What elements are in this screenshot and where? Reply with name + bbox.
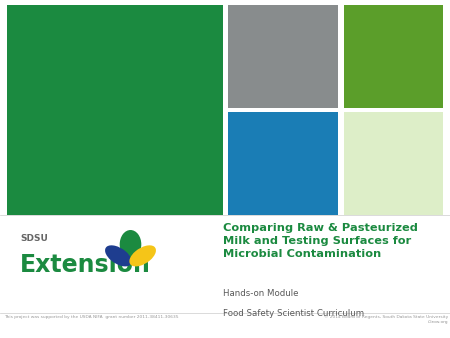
Text: © 2014 Board of Regents, South Dakota State University
iGrow.org: © 2014 Board of Regents, South Dakota St… (324, 315, 448, 324)
Text: This project was supported by the USDA NIFA  grant number 2011-38411-30635: This project was supported by the USDA N… (4, 315, 179, 319)
Ellipse shape (120, 230, 141, 259)
Text: Comparing Raw & Pasteurized
Milk and Testing Surfaces for
Microbial Contaminatio: Comparing Raw & Pasteurized Milk and Tes… (223, 223, 418, 259)
FancyBboxPatch shape (228, 5, 338, 108)
Text: SDSU: SDSU (20, 234, 48, 243)
Ellipse shape (105, 245, 132, 266)
Ellipse shape (129, 245, 156, 266)
FancyBboxPatch shape (344, 112, 443, 215)
FancyBboxPatch shape (7, 5, 223, 215)
Text: Food Safety Scientist Curriculum: Food Safety Scientist Curriculum (223, 309, 364, 318)
FancyBboxPatch shape (228, 112, 338, 215)
Text: Hands-on Module: Hands-on Module (223, 289, 298, 298)
Text: Extension: Extension (20, 253, 151, 277)
FancyBboxPatch shape (344, 5, 443, 108)
